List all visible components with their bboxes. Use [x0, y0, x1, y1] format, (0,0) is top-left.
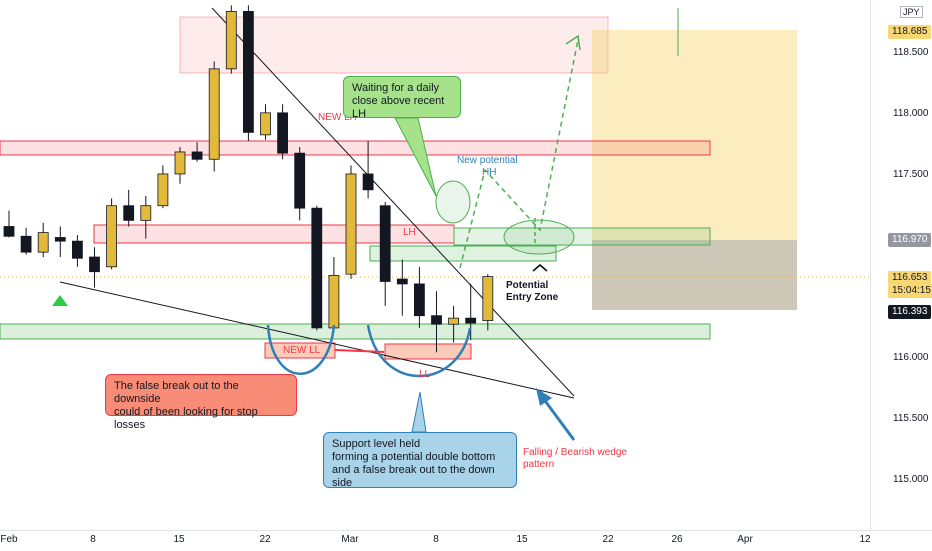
lh-label: LH: [403, 227, 416, 238]
ll-box: [384, 343, 472, 360]
bear-candle[interactable]: [396, 278, 408, 285]
bear-candle[interactable]: [20, 235, 32, 253]
bear-candle[interactable]: [54, 237, 66, 242]
bull-candle[interactable]: [208, 68, 220, 160]
bear-candle[interactable]: [431, 315, 442, 325]
candles-group: [3, 5, 494, 353]
entry-zone-label: Potential: [506, 280, 549, 291]
y-tick: 115.000: [893, 474, 929, 485]
countdown-tag: 15:04:15: [888, 284, 932, 298]
x-tick: 12: [859, 534, 871, 545]
waiting-callout-pointer: [394, 117, 437, 197]
false-break-callout-line: could of been looking for stop losses: [114, 406, 258, 431]
false-break-callout[interactable]: The false break out to the downside coul…: [105, 374, 297, 431]
y-tick: 115.500: [893, 413, 929, 424]
support-callout[interactable]: Support level held forming a potential d…: [323, 432, 517, 489]
x-tick: 22: [259, 534, 271, 545]
y-tick: 118.000: [893, 108, 929, 119]
bull-candle[interactable]: [174, 151, 186, 175]
bear-candle[interactable]: [465, 317, 477, 324]
last-price-tag: 116.653: [888, 271, 932, 285]
bull-candle[interactable]: [260, 112, 271, 136]
waiting-callout-line: Waiting for a daily: [352, 82, 440, 94]
x-tick: 15: [173, 534, 185, 545]
bear-candle[interactable]: [362, 173, 374, 191]
waiting-callout[interactable]: Waiting for a daily close above recent L…: [343, 76, 461, 120]
x-tick: Apr: [737, 534, 753, 545]
y-tick: 116.000: [893, 352, 929, 363]
x-tick: 15: [516, 534, 528, 545]
wedge-label: pattern: [523, 459, 555, 470]
bear-candle[interactable]: [3, 226, 15, 237]
entry-caret: [532, 263, 548, 272]
wedge-arrow-head: [536, 388, 552, 406]
wedge-upper-line: [211, 7, 575, 397]
target-zone: [592, 30, 797, 240]
breakout-ellipse: [503, 219, 575, 255]
bear-candle[interactable]: [242, 11, 254, 133]
stop-zone: [592, 240, 797, 310]
wedge-lower-line: [59, 281, 575, 399]
entry-zone: [369, 245, 557, 262]
bull-candle[interactable]: [37, 232, 49, 253]
bear-candle[interactable]: [89, 256, 100, 273]
resistance-zone-lh: [93, 224, 455, 244]
double-bottom-arc-right: [366, 324, 472, 378]
bear-candle[interactable]: [413, 283, 425, 317]
resistance-zone-upper: [0, 140, 711, 156]
new-potential-hh-label: New potential: [457, 155, 518, 166]
wedge-label: Falling / Bearish wedge: [523, 447, 627, 458]
potential-hh-ellipse: [435, 180, 471, 224]
double-bottom-arc-left: [266, 324, 336, 375]
y-tick: 117.500: [893, 169, 929, 180]
bear-candle[interactable]: [123, 205, 135, 221]
level-a-price-tag: 116.970: [888, 233, 932, 247]
bear-candle[interactable]: [191, 151, 203, 160]
bull-candle[interactable]: [140, 205, 152, 221]
new-ll-label: NEW LL: [283, 345, 321, 356]
false-break-callout-line: The false break out to the downside: [114, 380, 239, 405]
support-zone: [0, 323, 711, 340]
level-b-price-tag: 116.393: [888, 305, 932, 319]
projection-path: [459, 39, 579, 269]
new-ll-arrow-line: [334, 349, 385, 353]
x-tick: 8: [90, 534, 96, 545]
x-tick: 26: [671, 534, 683, 545]
bull-candle[interactable]: [157, 173, 169, 207]
ll-label: LL: [419, 369, 431, 380]
bull-candle[interactable]: [225, 11, 237, 70]
currency-label: JPY: [900, 6, 923, 18]
bull-candle[interactable]: [328, 274, 340, 329]
bull-candle[interactable]: [106, 205, 117, 268]
up-triangle-marker: [52, 295, 68, 306]
new-lh-label: NEW LH: [318, 112, 357, 123]
bear-candle[interactable]: [379, 205, 391, 282]
support-callout-pointer: [411, 391, 427, 433]
bear-candle[interactable]: [311, 207, 323, 329]
x-tick: Feb: [0, 534, 18, 545]
time-axis: [0, 530, 932, 551]
x-tick: Mar: [341, 534, 359, 545]
support-callout-line: and a false break out to the down side: [332, 464, 495, 489]
target-price-tag: 118.685: [888, 25, 932, 39]
y-tick: 118.500: [893, 47, 929, 58]
bull-candle[interactable]: [345, 173, 357, 275]
breakout-zone: [453, 227, 711, 246]
support-callout-line: Support level held: [332, 438, 421, 450]
bear-candle[interactable]: [277, 112, 289, 154]
projection-arrowhead: [565, 34, 581, 51]
support-callout-line: forming a potential double bottom: [332, 451, 496, 463]
x-tick: 22: [602, 534, 614, 545]
bear-candle[interactable]: [72, 240, 83, 259]
price-axis: [870, 0, 932, 530]
bull-candle[interactable]: [482, 276, 494, 321]
waiting-callout-line: close above recent LH: [352, 95, 445, 120]
x-tick: 8: [433, 534, 439, 545]
bear-candle[interactable]: [294, 152, 306, 209]
entry-zone-label: Entry Zone: [506, 292, 559, 303]
bull-candle[interactable]: [448, 317, 460, 325]
new-potential-hh-label: HH: [482, 167, 497, 178]
